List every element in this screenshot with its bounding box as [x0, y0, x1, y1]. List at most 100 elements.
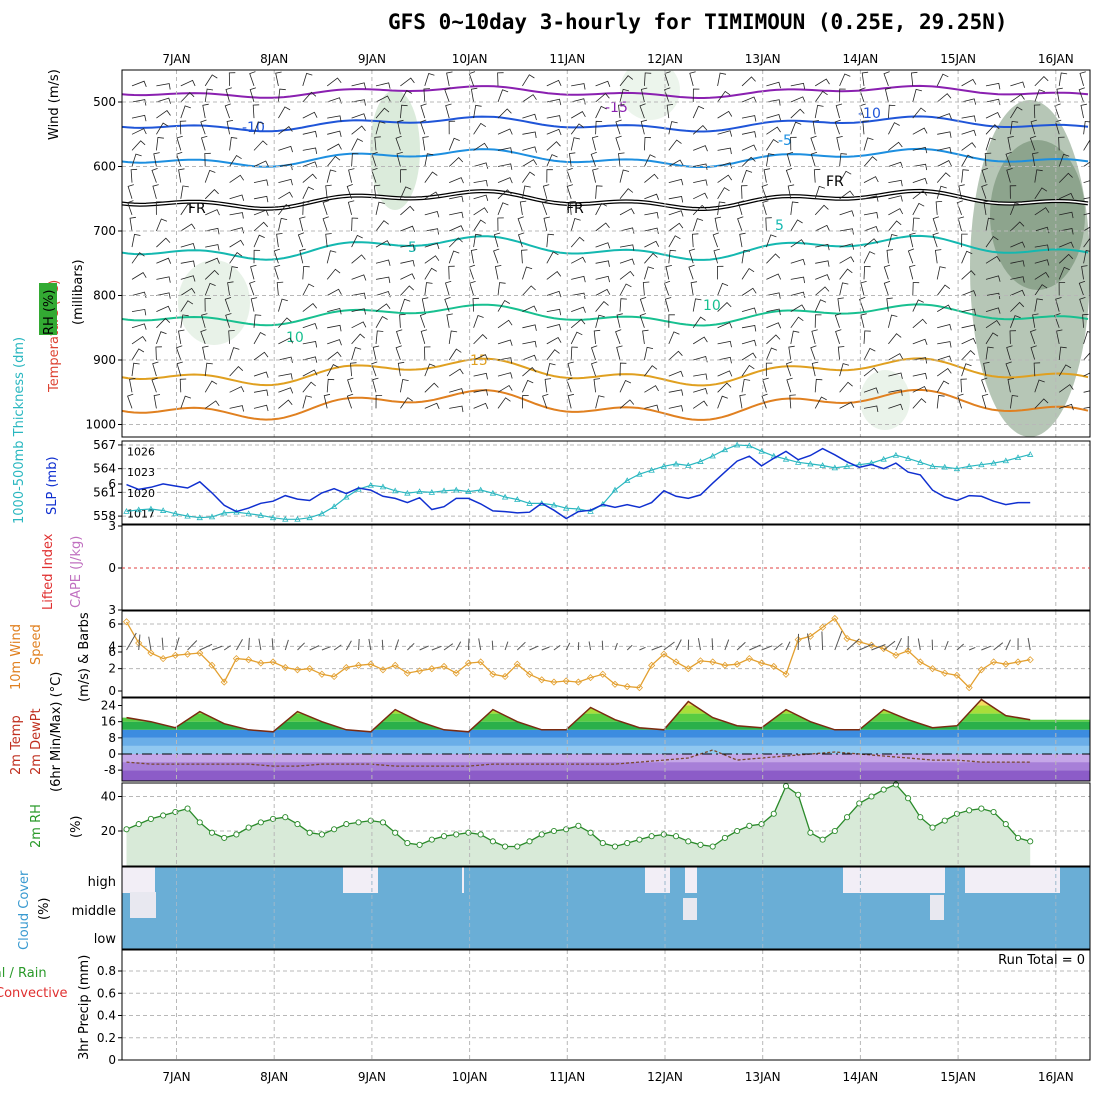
wind-barb	[1030, 345, 1037, 361]
wind-barb	[1034, 259, 1050, 266]
rh2m-point	[221, 834, 228, 841]
wind-barb	[350, 362, 357, 377]
rh2m-area	[126, 784, 1031, 866]
wind-barb	[888, 333, 902, 345]
wind-barb	[276, 281, 284, 296]
wind-barb	[765, 217, 772, 232]
wind10m-barb	[309, 645, 320, 651]
wind-barb	[790, 239, 806, 248]
wind-barb	[593, 329, 601, 344]
wind-barb	[835, 329, 842, 345]
rh2m-point	[502, 843, 509, 850]
wind-barb	[448, 237, 463, 248]
wind-barb	[546, 308, 562, 316]
wind-barb	[497, 89, 509, 103]
wind-barb	[473, 179, 488, 187]
day-label-top: 16JAN	[1038, 52, 1074, 66]
wind-barb	[785, 168, 793, 183]
wind10m-barb	[516, 641, 526, 651]
wind-barb	[668, 249, 677, 264]
wind-barb	[372, 345, 380, 361]
wind-barb	[717, 90, 731, 103]
wind-barb	[668, 178, 684, 186]
wind-barb	[932, 216, 940, 232]
wind-barb	[737, 216, 744, 232]
wind-speed-point	[977, 666, 985, 674]
wind-barb	[712, 232, 719, 248]
wind-barb	[912, 190, 928, 200]
wind-barb	[327, 143, 342, 151]
temp-contour-label: -15	[605, 100, 628, 116]
rh2m-point	[819, 836, 826, 843]
precip-axis-label: 3hr Precip (mm)	[77, 955, 92, 1060]
wind-barb	[326, 250, 337, 264]
wind-barb	[278, 337, 294, 345]
wind-barb	[936, 73, 949, 87]
wind-barb	[521, 249, 528, 264]
wind-barb	[253, 331, 266, 345]
wind-barb	[863, 367, 879, 377]
wind-barb	[1078, 87, 1085, 103]
wind-barb	[888, 208, 904, 216]
rh2m-point	[648, 833, 655, 840]
wind-barb	[1029, 329, 1037, 345]
wind-barb	[932, 232, 939, 248]
wind-barb	[741, 156, 756, 167]
wind-barb	[229, 266, 238, 280]
wind-barb	[739, 232, 746, 248]
wind-speed-point	[391, 661, 399, 669]
temp2m-line	[126, 698, 1031, 733]
thickness-point	[965, 462, 973, 469]
wind-barb	[595, 222, 610, 232]
rh2m-point	[734, 827, 741, 835]
wind-barb	[302, 381, 316, 393]
wind-barb	[1083, 390, 1090, 393]
wind-speed-point	[550, 678, 558, 686]
rh2m-point	[477, 831, 484, 838]
rh2m-point	[563, 826, 570, 833]
wind-barb	[570, 346, 578, 361]
wind-barb	[302, 303, 318, 312]
thickness-point	[831, 464, 839, 471]
wind-barb	[741, 352, 757, 361]
day-label-bottom: 7JAN	[162, 1070, 190, 1084]
wind-barb	[815, 224, 830, 232]
wind-barb	[424, 211, 440, 218]
wind-barb	[790, 276, 805, 284]
thickness-point	[941, 463, 948, 470]
wind-barb	[375, 220, 389, 232]
wind10m-barb	[491, 640, 494, 651]
thickness-point	[709, 452, 716, 459]
temp-contour-label: 5	[408, 240, 417, 256]
wind-barb	[888, 234, 898, 248]
wind-barb	[205, 257, 220, 264]
wind10m-barb	[846, 638, 860, 651]
thickness-point	[843, 462, 851, 469]
wind-barb	[253, 121, 265, 135]
wind-barb	[1009, 185, 1017, 199]
wind-barb	[473, 219, 486, 232]
wind-barb	[178, 168, 185, 183]
wind-barb	[912, 146, 928, 154]
rh2m-point	[526, 838, 533, 845]
wind-barb	[224, 103, 231, 119]
rh-shading	[178, 260, 250, 345]
wind-barb	[936, 395, 945, 409]
rh2m-point	[135, 821, 142, 828]
wind10m-barb	[553, 644, 561, 651]
wind-barb	[839, 210, 855, 217]
wind-barb	[766, 114, 781, 121]
wind-barb	[229, 174, 245, 183]
wind-barb	[1083, 372, 1090, 377]
cloud-high-gap	[645, 867, 668, 893]
wind-barb	[839, 363, 850, 377]
wind-barb	[424, 171, 438, 183]
wind10m-barb	[394, 639, 400, 651]
wind-barb	[766, 253, 781, 264]
wind-barb	[961, 169, 969, 183]
wind-barb	[351, 321, 367, 329]
wind-barb	[888, 220, 902, 232]
wind-barb	[790, 96, 806, 103]
wind-barb	[278, 387, 294, 394]
wind-barb	[151, 377, 158, 393]
